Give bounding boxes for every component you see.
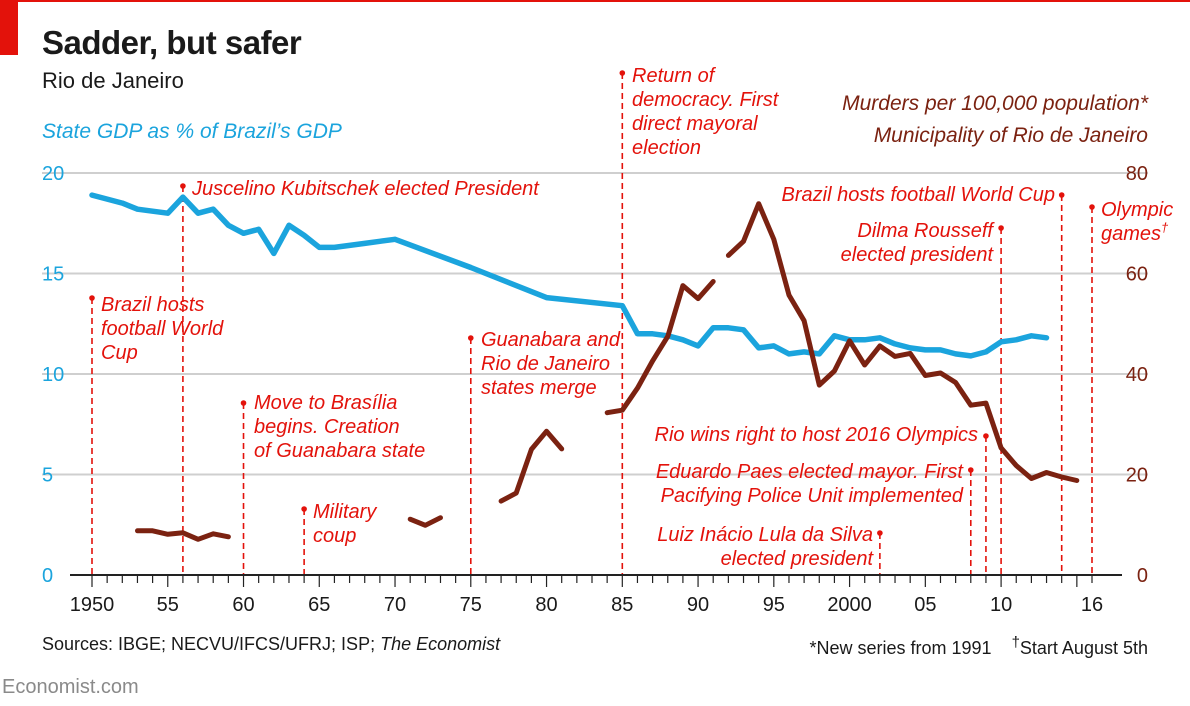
annotation-label: Brazil hosts [101,294,204,316]
annotation-dot [180,183,186,189]
x-tick-label: 1950 [70,594,115,616]
x-tick-label: 2000 [827,594,872,616]
annotation-label: elected president [841,244,995,266]
annotation-label: Brazil hosts football World Cup [782,184,1055,206]
footnotes: *New series from 1991 †Start August 5th [809,634,1148,659]
series-lines [89,192,1080,542]
annotation-dot [301,506,307,512]
annotation-dot [619,70,626,76]
annotation-label: coup [313,525,356,547]
annotation-label: Juscelino Kubitschek elected President [191,178,540,200]
annotation-label: states merge [481,377,597,399]
x-tick-label: 10 [990,594,1012,616]
sources-italic: The Economist [380,634,501,654]
footnote-start: Start August 5th [1019,638,1148,658]
murders-series-line [604,279,716,416]
murders-series-line [725,201,1080,483]
annotation-label: Rio de Janeiro [481,353,610,375]
right-axis-title-line1: Murders per 100,000 population* [842,92,1149,115]
annotation-label: Pacifying Police Unit implemented [661,485,964,507]
annotation-label: democracy. First [632,89,780,111]
right-axis-title-line2: Municipality of Rio de Janeiro [874,124,1149,147]
annotation-label: Eduardo Paes elected mayor. First [656,461,965,483]
sources-note: Sources: IBGE; NECVU/IFCS/UFRJ; ISP; The… [42,634,500,655]
annotation-dot [1089,204,1095,210]
dagger-mark: † [1011,634,1020,651]
chart-subtitle: Rio de Janeiro [42,68,184,93]
left-tick-label: 0 [42,565,53,587]
x-tick-label: 90 [687,594,709,616]
annotation-label: Rio wins right to host 2016 Olympics [655,424,978,446]
right-tick-label: 0 [1137,565,1148,587]
x-tick-label: 05 [914,594,936,616]
x-tick-label: 65 [308,594,330,616]
annotation-dot [998,225,1004,231]
x-tick-label: 95 [763,594,785,616]
annotation-dot [1058,192,1065,198]
chart-title: Sadder, but safer [42,24,302,61]
right-tick-label: 20 [1126,465,1148,487]
right-tick-label: 80 [1126,163,1148,185]
annotation-label: Guanabara and [481,329,621,351]
annotation-dot [983,433,989,439]
annotation-label: Cup [101,342,138,364]
annotation-dot [467,335,474,341]
x-axis: 1950 55 60 65 70 75 80 85 90 95 2000 05 10 16 [70,574,1122,616]
left-tick-label: 5 [42,465,53,487]
annotation-label: Move to Brasília [254,392,397,414]
left-tick-label: 15 [42,264,64,286]
x-tick-label: 16 [1081,594,1103,616]
left-tick-label: 20 [42,163,64,185]
gridlines [42,172,1148,476]
annotation-lines [89,70,1095,575]
x-tick-label: 70 [384,594,406,616]
x-tick-label: 75 [460,594,482,616]
annotation-label: of Guanabara state [254,440,425,462]
x-tick-label: 60 [232,594,254,616]
sources-text: Sources: IBGE; NECVU/IFCS/UFRJ; ISP; [42,634,381,654]
murders-series-line [135,528,231,542]
annotation-label: election [632,137,701,159]
x-tick-label: 85 [611,594,633,616]
left-axis-title: State GDP as % of Brazil’s GDP [42,120,342,143]
annotation-label: games† [1101,220,1169,245]
top-rule [0,0,1190,2]
left-tick-label: 10 [42,364,64,386]
annotation-label: direct mayoral [632,113,758,135]
gdp-series-line [89,192,1050,359]
y-axis-labels: 0 0 5 20 10 40 15 60 20 80 [42,163,1148,587]
annotation-label: Return of [632,65,717,87]
economist-credit: Economist.com [2,676,139,698]
annotation-dagger: † [1161,220,1169,235]
annotation-label: Dilma Rousseff [857,220,995,242]
x-tick-label: 55 [157,594,179,616]
footnote-new-series: *New series from 1991 [809,638,992,658]
annotation-dot [967,467,974,473]
annotation-dot [89,295,95,301]
annotation-label: Olympic [1101,199,1173,221]
murders-series-line [407,515,443,528]
right-tick-label: 60 [1126,264,1148,286]
annotation-label: Military [313,501,377,523]
x-tick-label: 80 [535,594,557,616]
annotation-dot [877,530,883,536]
right-tick-label: 40 [1126,364,1148,386]
annotation-label: begins. Creation [254,416,400,438]
annotation-label: football World [101,318,224,340]
murders-series-line [498,428,565,504]
economist-red-tag [0,0,18,55]
annotation-dot [240,400,247,406]
annotation-label: Luiz Inácio Lula da Silva [657,524,873,546]
annotation-label: elected president [721,548,875,570]
